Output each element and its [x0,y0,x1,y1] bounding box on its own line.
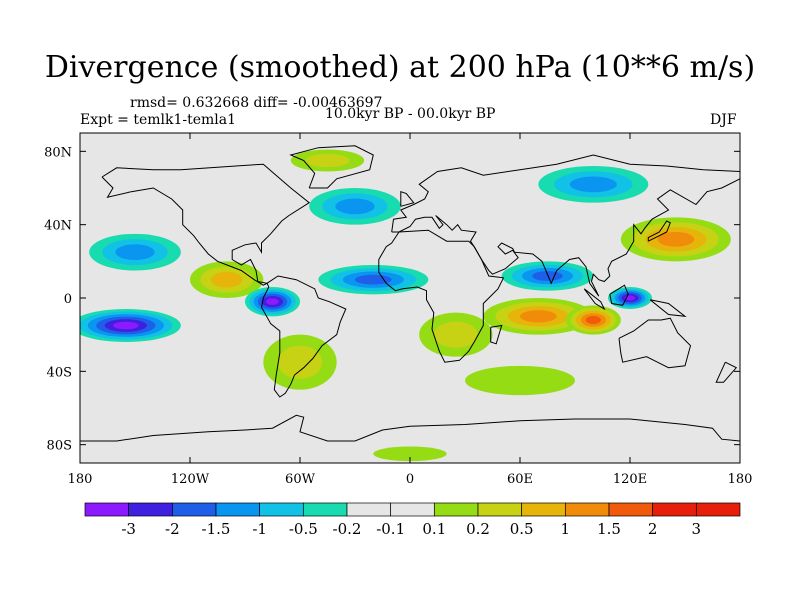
anomaly-layer [80,149,731,462]
japan-coast [647,220,671,242]
uk-coast [400,191,415,207]
africa-coast [378,229,505,363]
anomaly-13-level-3 [569,176,617,193]
eurasia-coast [391,154,740,297]
colorbar-label: -0.2 [333,520,362,538]
lat-tick-label: 40S [47,365,72,380]
lon-tick-label: 180 [68,472,93,487]
new-zealand-coast [715,361,738,383]
axis-ticks: 180 120W 60W 0 60E 120E 180 80N 40N 0 40S 80S [44,133,752,487]
colorbar-swatch [564,502,610,517]
colorbar-label: 2 [648,520,658,538]
colorbar-swatch [128,502,173,517]
anomaly-9-level-4 [532,271,563,281]
colorbar-label: -0.1 [376,520,405,538]
anomaly-8-level-4 [520,310,557,323]
colorbar-label: -1.5 [202,520,231,538]
colorbar-label: 1.5 [597,520,621,538]
greenland-coast [289,145,374,189]
colorbar-swatch [433,502,479,517]
colorbar-label: 3 [692,520,702,538]
colorbar-swatch [259,502,304,517]
lat-tick-label: 40N [44,219,72,234]
new-guinea-coast [649,299,687,317]
australia-coast [618,317,692,369]
stats-text: rmsd= 0.632668 diff= -0.00463697 [130,95,383,111]
colorbar-label: -0.5 [289,520,318,538]
lat-tick-label: 0 [64,292,72,307]
coastlines [80,145,740,442]
lon-tick-label: 120W [171,472,210,487]
colorbar-swatch [171,502,217,517]
lon-tick-label: 0 [406,472,414,487]
anomaly-12-level-4 [657,232,695,247]
sumatra-coast [583,288,606,311]
colorbar-label: -3 [121,520,136,538]
anomaly-3-level-3 [210,271,243,288]
anomaly-16-level-1 [465,365,575,396]
colorbar: -3 -2 -1.5 -1 -0.5 -0.2 -0.1 0.1 0.2 0.5 1 1.5 2 3 [84,502,741,538]
colorbar-swatch [477,502,523,517]
colorbar-label: 1 [561,520,571,538]
anomaly-5-level-2 [278,345,322,379]
colorbar-swatch [302,502,348,517]
anomaly-11-level-5 [585,316,601,324]
madagascar-coast [490,324,503,345]
colorbar-swatch [84,502,130,517]
south-america-coast [260,275,347,398]
period-label: 10.0kyr BP - 00.0kyr BP [325,106,496,122]
colorbar-label: 0.5 [510,520,534,538]
borneo-coast [609,284,629,306]
colorbar-swatch [695,502,741,517]
lon-tick-label: 180 [728,472,753,487]
lon-tick-label: 60E [507,472,533,487]
anomaly-14-level-3 [335,198,375,215]
colorbar-swatch [346,502,392,517]
colorbar-swatch [390,502,435,517]
colorbar-swatch [652,502,697,517]
colorbar-label: -2 [165,520,180,538]
anomaly-15-level-2 [305,153,350,168]
anomaly-7-level-2 [433,321,478,348]
anomaly-2-level-3 [115,244,155,261]
experiment-label: Expt = temlk1-temla1 [80,112,237,128]
anomaly-4-level-6 [266,298,279,306]
colorbar-swatch [608,502,654,517]
colorbar-swatch [215,502,261,517]
colorbar-label: 0.2 [466,520,490,538]
lat-tick-label: 80N [44,145,72,160]
antarctica-coast [80,414,740,442]
colorbar-swatch [521,502,566,517]
anomaly-17-level-1 [373,446,447,462]
lon-tick-label: 120E [613,472,647,487]
map-title: Divergence (smoothed) at 200 hPa (10**6 … [44,50,756,85]
anomaly-1-level-6 [113,321,139,330]
colorbar-label: 0.1 [422,520,446,538]
season-label: DJF [710,112,737,128]
colorbar-label: -1 [252,520,267,538]
north-america-coast [101,163,311,286]
lon-tick-label: 60W [285,472,316,487]
lat-tick-label: 80S [47,439,72,454]
